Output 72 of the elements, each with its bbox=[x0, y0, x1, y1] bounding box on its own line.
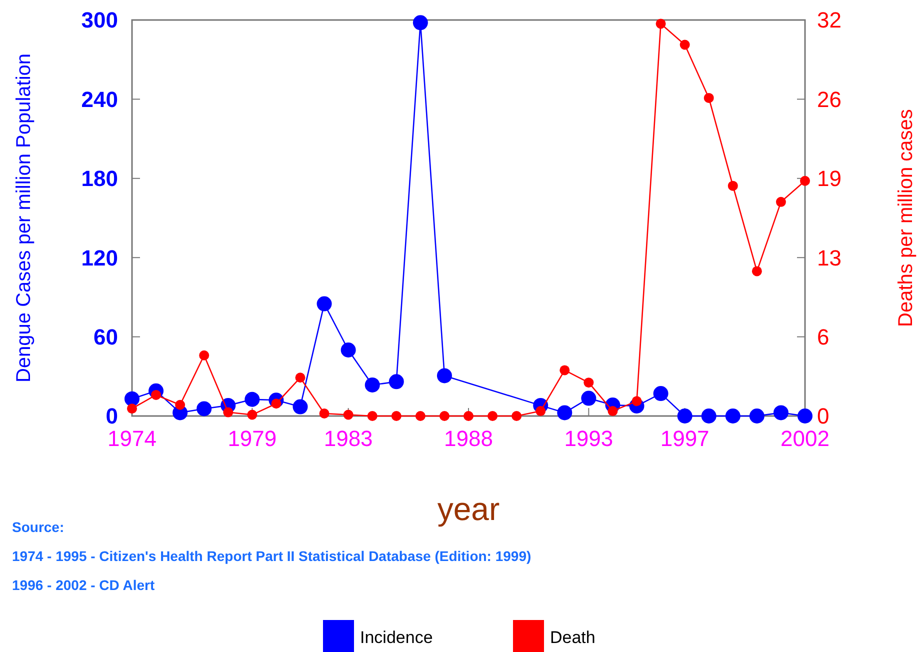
point bbox=[557, 405, 572, 420]
point bbox=[295, 372, 306, 383]
x-axis-title: year bbox=[437, 491, 500, 527]
point bbox=[677, 408, 692, 424]
point bbox=[608, 406, 618, 416]
point bbox=[776, 196, 786, 207]
x-tick-label: 2002 bbox=[780, 426, 830, 451]
point bbox=[124, 391, 140, 406]
point bbox=[701, 408, 716, 424]
point bbox=[581, 390, 596, 406]
point bbox=[175, 400, 186, 410]
y-tick-label: 240 bbox=[81, 86, 118, 112]
point bbox=[728, 180, 738, 191]
y2-tick-label: 26 bbox=[817, 86, 842, 112]
point bbox=[704, 92, 714, 103]
source-note: Source: bbox=[12, 519, 64, 535]
point bbox=[680, 40, 690, 50]
point bbox=[244, 392, 260, 407]
point bbox=[223, 407, 234, 418]
point bbox=[560, 365, 570, 376]
point bbox=[653, 386, 668, 402]
point bbox=[199, 350, 210, 360]
point bbox=[247, 410, 258, 420]
y-tick-label: 0 bbox=[106, 404, 118, 429]
point bbox=[800, 176, 810, 186]
y2-tick-label: 19 bbox=[817, 166, 842, 192]
point bbox=[436, 368, 452, 384]
point bbox=[391, 411, 402, 421]
legend-label: Death bbox=[550, 628, 596, 647]
point bbox=[367, 411, 378, 421]
point bbox=[752, 266, 762, 276]
x-tick-label: 1988 bbox=[444, 426, 493, 451]
point bbox=[512, 411, 522, 421]
point bbox=[196, 401, 212, 416]
y-tick-label: 60 bbox=[94, 324, 118, 350]
point bbox=[388, 374, 404, 390]
point bbox=[439, 411, 450, 421]
point bbox=[319, 408, 330, 419]
x-tick-label: 1993 bbox=[564, 426, 614, 451]
x-tick-label: 1997 bbox=[660, 426, 710, 451]
point bbox=[656, 18, 666, 29]
legend-label: Incidence bbox=[360, 628, 433, 647]
point bbox=[749, 408, 764, 424]
point bbox=[488, 411, 498, 421]
point bbox=[773, 405, 788, 420]
point bbox=[364, 377, 380, 392]
point bbox=[464, 411, 474, 421]
point bbox=[725, 408, 740, 424]
x-tick-label: 1979 bbox=[228, 426, 277, 451]
y2-axis-title: Deaths per million cases bbox=[895, 109, 917, 327]
x-tick-label: 1974 bbox=[108, 426, 156, 451]
x-tick-label: 1983 bbox=[324, 426, 373, 451]
y2-tick-label: 32 bbox=[817, 8, 842, 33]
point bbox=[536, 406, 546, 416]
point bbox=[798, 408, 812, 424]
y-axis-title: Dengue Cases per million Population bbox=[13, 53, 35, 383]
text: 1996 - 2002 - CD Alert bbox=[12, 577, 155, 593]
point bbox=[316, 296, 332, 312]
point bbox=[340, 342, 356, 358]
point bbox=[412, 15, 428, 30]
y-tick-label: 300 bbox=[81, 8, 118, 33]
y-tick-label: 180 bbox=[81, 166, 118, 192]
point bbox=[343, 410, 354, 420]
y2-tick-label: 13 bbox=[817, 245, 842, 270]
point bbox=[584, 378, 594, 388]
y2-tick-label: 0 bbox=[817, 404, 830, 429]
y-tick-label: 120 bbox=[81, 245, 118, 270]
point bbox=[127, 404, 137, 414]
y2-tick-label: 6 bbox=[817, 324, 830, 350]
point bbox=[415, 411, 426, 421]
text: 1974 - 1995 - Citizen's Health Report Part II Statistical Database (Edition: 1999) bbox=[12, 548, 532, 564]
point bbox=[292, 399, 308, 414]
